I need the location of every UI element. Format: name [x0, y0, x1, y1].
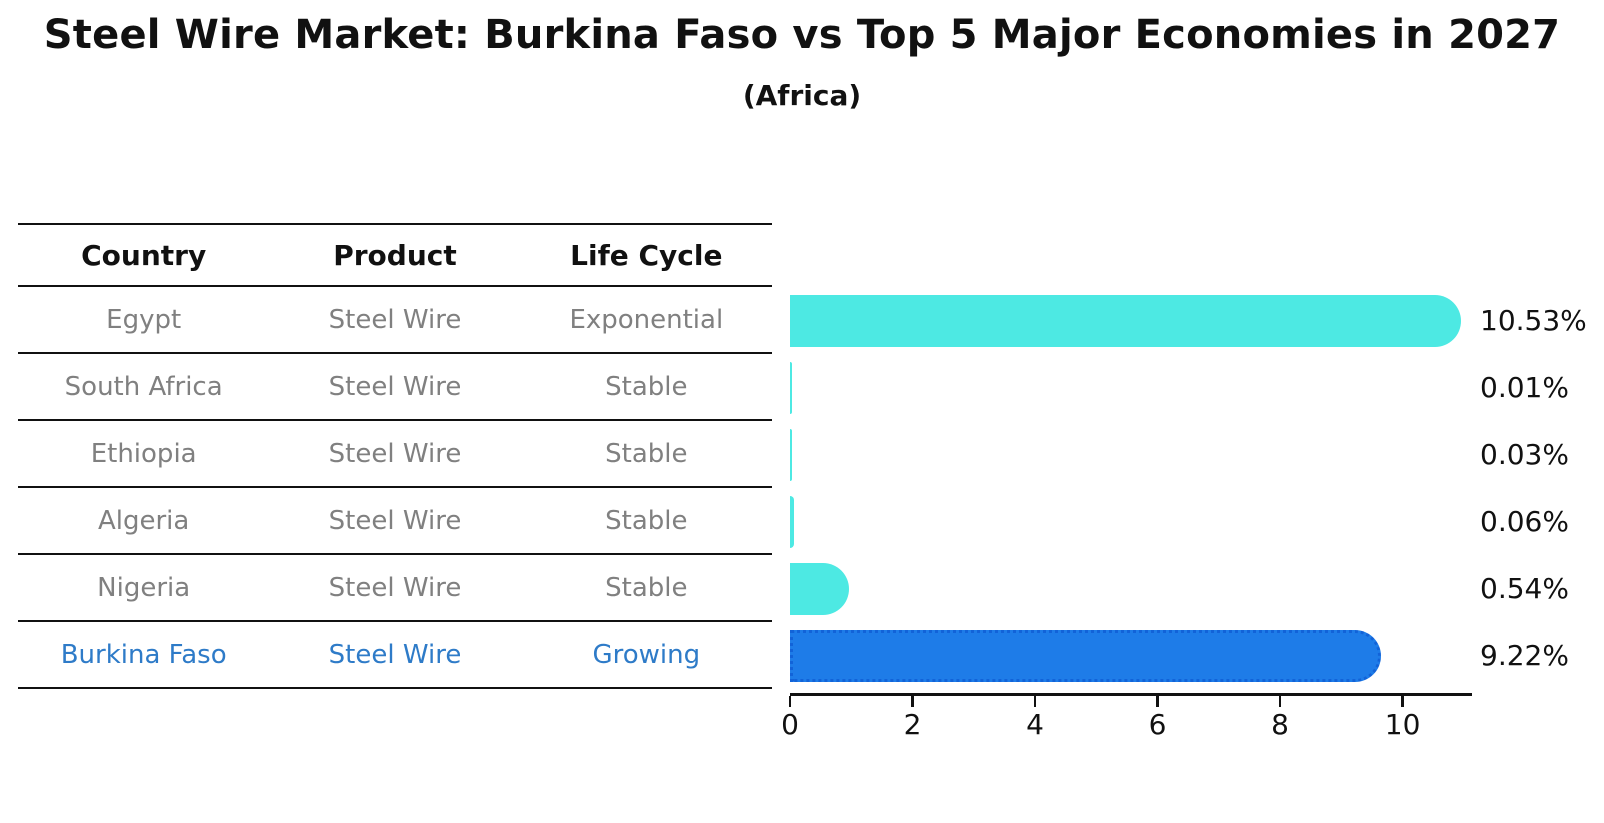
lifecycle-cell: Stable [605, 505, 688, 536]
product-cell: Steel Wire [328, 505, 462, 536]
comparison-table: Country Product Life Cycle Egypt Steel W… [18, 223, 772, 689]
value-label: 0.01% [1480, 371, 1569, 404]
table-row: Algeria Steel Wire Stable [18, 488, 772, 555]
x-tick-label: 0 [781, 708, 799, 741]
value-label: 0.54% [1480, 572, 1569, 605]
product-cell: Steel Wire [328, 639, 462, 670]
bar-south-africa [790, 361, 792, 414]
value-label: 0.03% [1480, 438, 1569, 471]
product-cell: Steel Wire [328, 572, 462, 603]
col-header-lifecycle: Life Cycle [570, 238, 723, 272]
table-header-row: Country Product Life Cycle [18, 223, 772, 287]
table-row: Burkina Faso Steel Wire Growing [18, 622, 772, 689]
lifecycle-cell: Exponential [569, 304, 724, 335]
table-row: Ethiopia Steel Wire Stable [18, 421, 772, 488]
bar-track [790, 555, 1470, 622]
table-row: South Africa Steel Wire Stable [18, 354, 772, 421]
lifecycle-cell: Stable [605, 371, 688, 402]
x-tick-mark [1278, 696, 1282, 707]
country-cell: Burkina Faso [60, 639, 227, 670]
table-row: Nigeria Steel Wire Stable [18, 555, 772, 622]
bar-egypt [790, 294, 1462, 347]
bar-algeria [790, 495, 794, 548]
x-tick-label: 2 [903, 708, 922, 741]
col-header-product: Product [333, 238, 457, 272]
lifecycle-cell: Growing [592, 639, 701, 670]
product-cell: Steel Wire [328, 438, 462, 469]
bar-track [790, 287, 1470, 354]
col-header-country: Country [81, 238, 207, 272]
lifecycle-cell: Stable [605, 572, 688, 603]
country-cell: Ethiopia [90, 438, 197, 469]
x-tick-mark [911, 696, 914, 707]
product-cell: Steel Wire [328, 304, 462, 335]
x-axis: 0 2 4 6 8 10 [781, 693, 1472, 753]
bar-burkina-faso [790, 629, 1381, 682]
bar-track [790, 622, 1470, 689]
x-tick-mark [1033, 696, 1037, 707]
x-tick-label: 6 [1148, 708, 1167, 741]
bar-ethiopia [790, 428, 792, 481]
bar-track [790, 421, 1470, 488]
bar-track [790, 488, 1470, 555]
x-axis-line [790, 693, 1472, 696]
x-tick-label: 8 [1271, 708, 1289, 741]
product-cell: Steel Wire [328, 371, 462, 402]
value-label: 0.06% [1480, 505, 1569, 538]
country-cell: Nigeria [97, 572, 191, 603]
x-tick-mark [1156, 696, 1159, 707]
country-cell: Algeria [97, 505, 190, 536]
table-row: Egypt Steel Wire Exponential [18, 287, 772, 354]
x-tick-mark [1401, 696, 1404, 707]
chart-title: Steel Wire Market: Burkina Faso vs Top 5… [43, 12, 1561, 58]
lifecycle-cell: Stable [605, 438, 688, 469]
value-label: 9.22% [1480, 639, 1569, 672]
country-cell: Egypt [106, 304, 182, 335]
value-label: 10.53% [1480, 304, 1587, 337]
bar-nigeria [790, 562, 850, 615]
x-tick-label: 4 [1026, 708, 1044, 741]
chart-subtitle: (Africa) [742, 79, 862, 112]
x-tick-mark [788, 696, 792, 707]
bar-track [790, 354, 1470, 421]
country-cell: South Africa [64, 371, 223, 402]
x-tick-label: 10 [1384, 708, 1421, 741]
